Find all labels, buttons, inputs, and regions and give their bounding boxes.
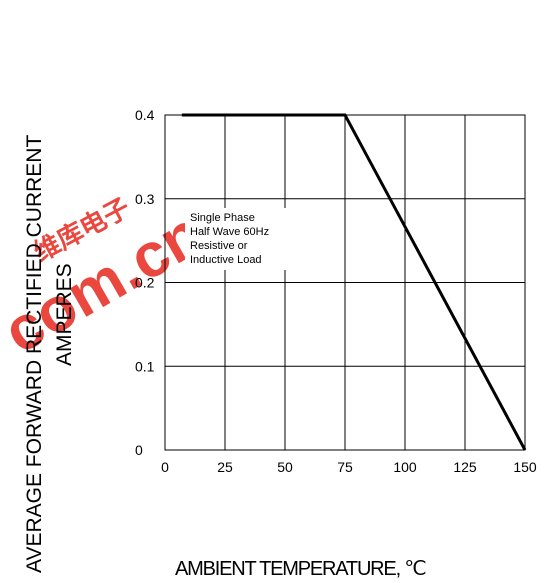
y-axis-title: AVERAGE FORWARD RECTIFIED CURRENT AMPERE…: [23, 135, 76, 573]
x-tick-label: 50: [277, 459, 293, 475]
annotation-background: [185, 208, 297, 270]
x-tick-label: 125: [453, 459, 477, 475]
y-axis-title-line-2: AMPERES: [53, 263, 76, 366]
x-tick-label: 75: [337, 459, 353, 475]
y-tick-labels: 0 0.1 0.2 0.3 0.4: [135, 107, 155, 458]
grid: [165, 115, 525, 450]
y-tick-label: 0: [135, 442, 143, 458]
plot-area: 0 25 50 75 100 125 150 0 0.1 0.2 0.3 0.4: [135, 107, 537, 475]
x-tick-label: 100: [393, 459, 417, 475]
y-tick-label: 0.4: [135, 107, 155, 123]
y-tick-label: 0.2: [135, 275, 155, 291]
x-tick-labels: 0 25 50 75 100 125 150: [161, 459, 537, 475]
annotation-line-2: Half Wave 60Hz: [190, 226, 269, 238]
annotation-box: Single Phase Half Wave 60Hz Resistive or…: [185, 208, 297, 270]
annotation-line-4: Inductive Load: [190, 254, 262, 266]
x-axis-title: AMBIENT TEMPERATURE, ℃: [175, 558, 426, 580]
x-tick-label: 25: [217, 459, 233, 475]
series-line-0: [181, 113, 527, 451]
annotation-line-1: Single Phase: [190, 212, 255, 224]
series-group: [181, 113, 527, 451]
x-tick-label: 150: [513, 459, 537, 475]
annotation-line-3: Resistive or: [190, 240, 248, 252]
y-tick-label: 0.1: [135, 358, 155, 374]
y-axis-title-line-1: AVERAGE FORWARD RECTIFIED CURRENT: [23, 135, 46, 573]
x-tick-label: 0: [161, 459, 169, 475]
y-tick-label: 0.3: [135, 191, 155, 207]
